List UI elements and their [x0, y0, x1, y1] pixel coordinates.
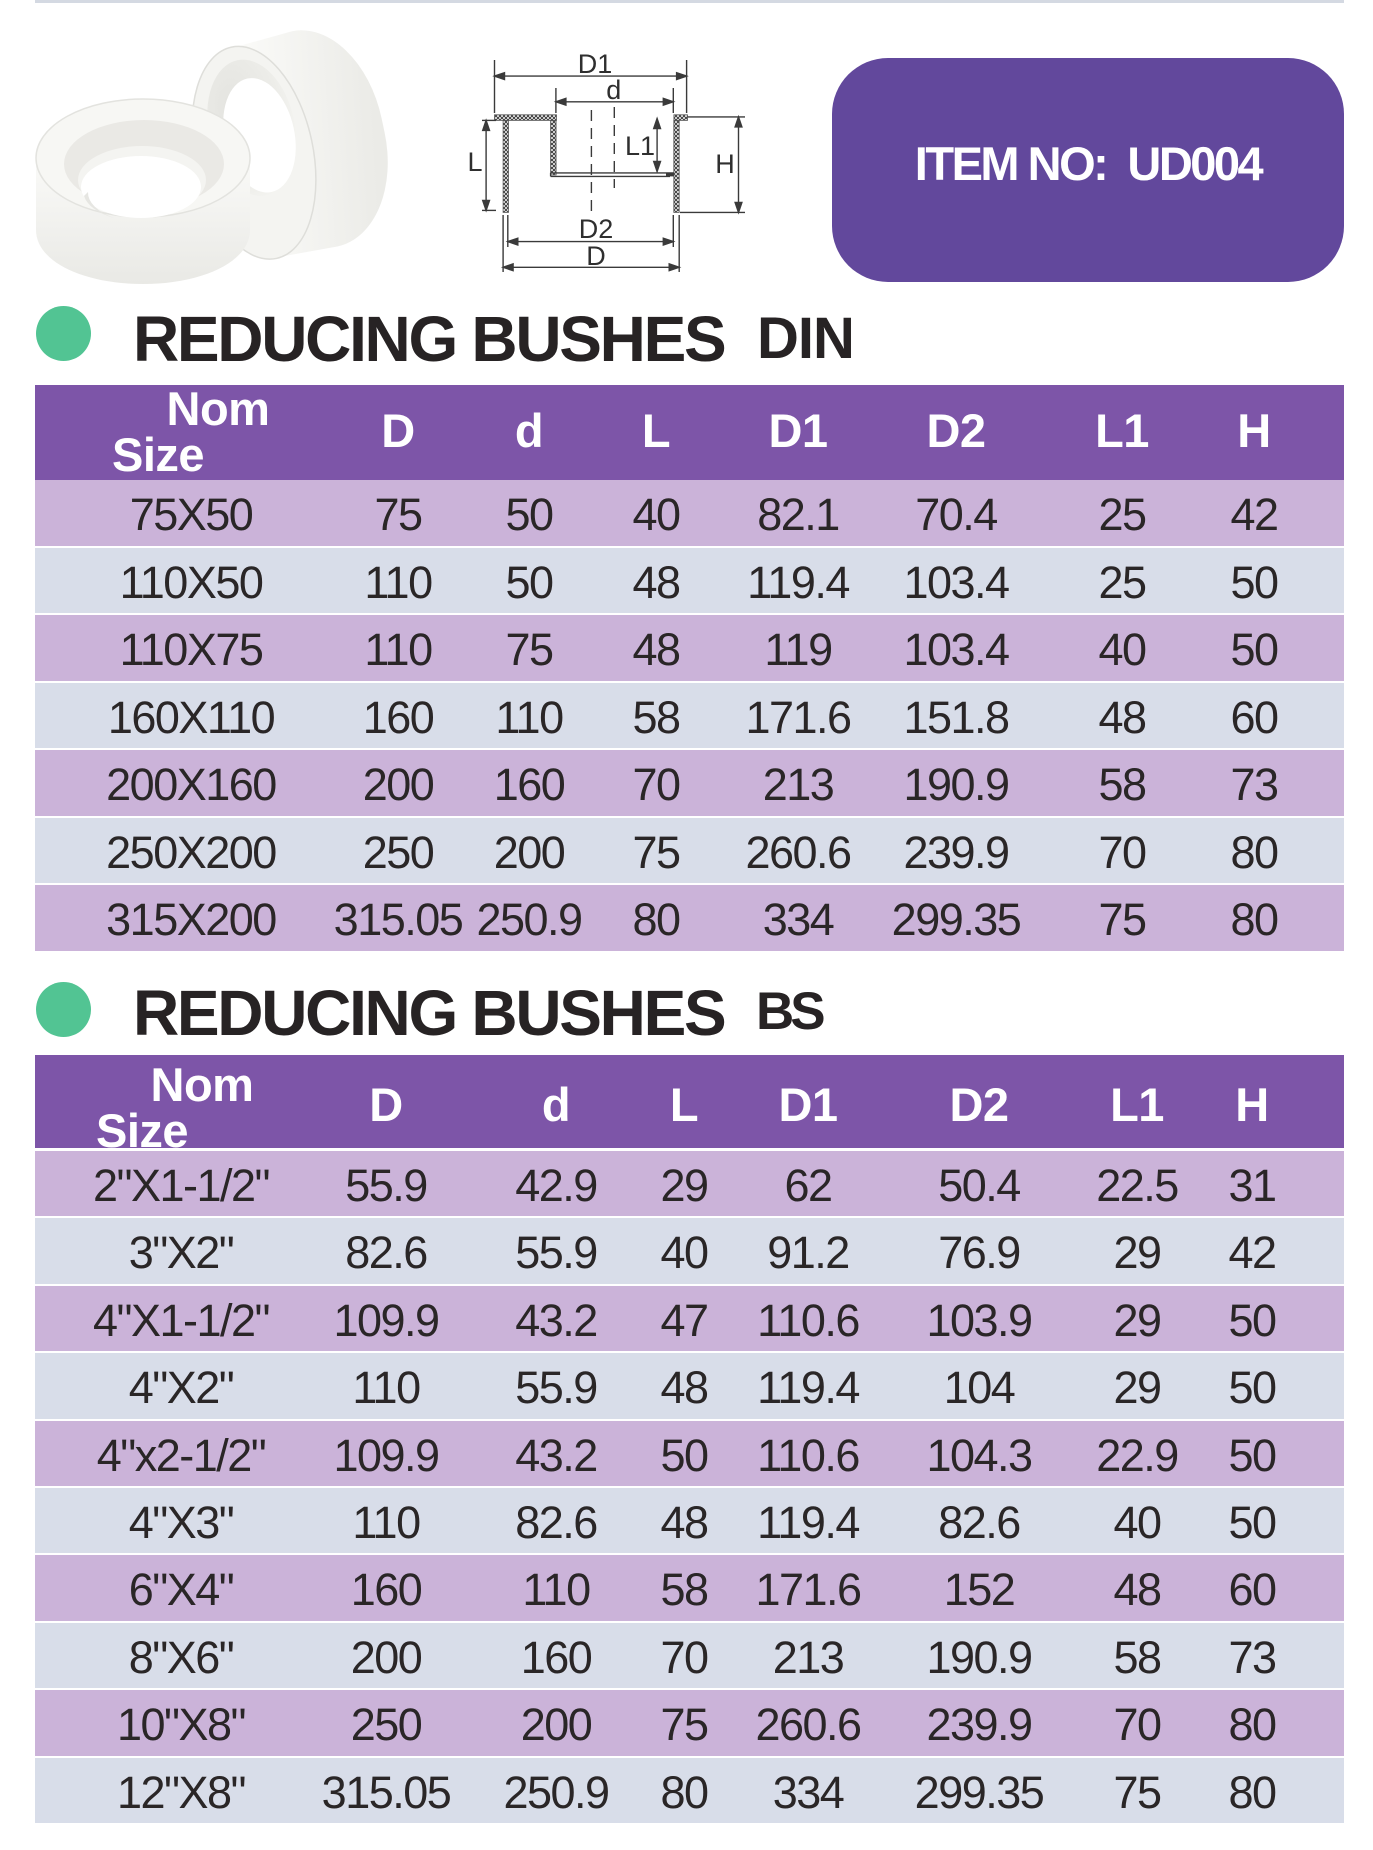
svg-text:L1: L1 [625, 131, 655, 161]
svg-text:D2: D2 [579, 214, 614, 244]
svg-text:D1: D1 [578, 49, 613, 79]
svg-text:L: L [467, 147, 482, 177]
svg-text:D: D [586, 241, 606, 271]
svg-text:H: H [715, 149, 735, 179]
svg-text:d: d [606, 75, 621, 105]
